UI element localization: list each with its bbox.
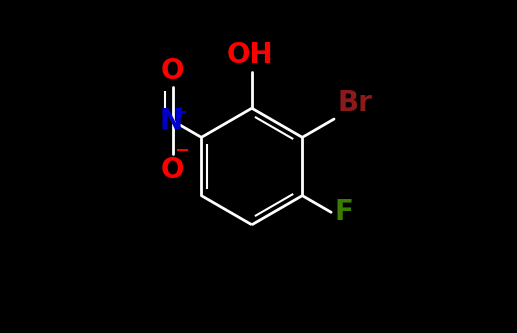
Text: O: O <box>161 57 184 85</box>
Text: Br: Br <box>338 89 372 117</box>
Text: +: + <box>173 104 187 123</box>
Text: OH: OH <box>227 41 273 69</box>
Text: N: N <box>159 107 183 135</box>
Text: F: F <box>334 198 353 226</box>
Text: −: − <box>174 142 189 160</box>
Text: O: O <box>161 156 184 184</box>
